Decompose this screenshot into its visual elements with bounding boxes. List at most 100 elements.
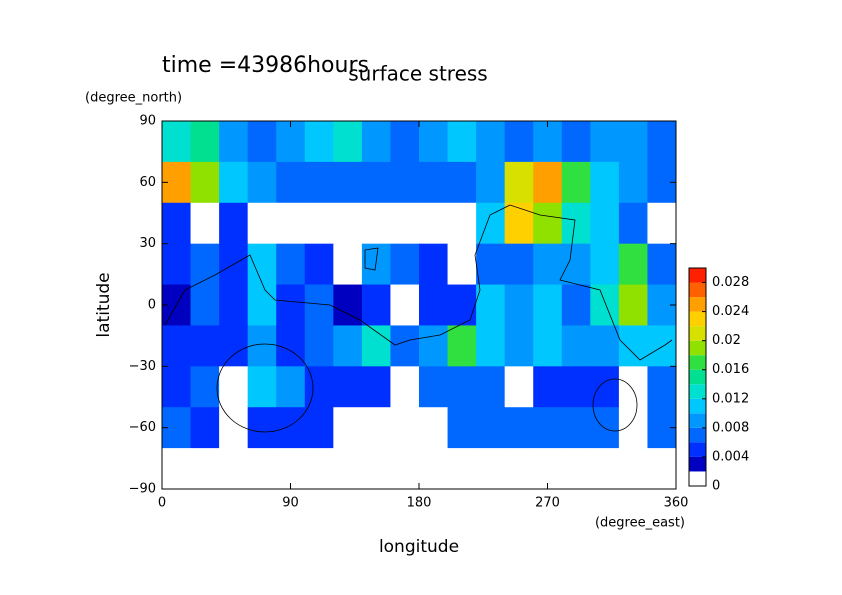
field-cell bbox=[304, 161, 334, 204]
field-cell bbox=[504, 448, 534, 490]
colorbar-segment bbox=[689, 413, 706, 428]
field-cell bbox=[276, 407, 306, 449]
y-tick-label: 30 bbox=[139, 236, 156, 251]
field-cell bbox=[618, 243, 648, 286]
field-cell bbox=[504, 407, 534, 449]
field-cell bbox=[561, 243, 591, 286]
field-cell bbox=[561, 161, 591, 204]
field-cell bbox=[447, 284, 477, 326]
field-cell bbox=[561, 407, 591, 449]
field-cell bbox=[590, 366, 620, 408]
field-cell bbox=[333, 243, 363, 286]
x-tick-label: 180 bbox=[407, 496, 432, 511]
field-cell bbox=[361, 407, 391, 449]
field-cell bbox=[361, 325, 391, 367]
coastline bbox=[364, 247, 379, 271]
field-cell bbox=[219, 325, 249, 367]
field-cell bbox=[618, 161, 648, 204]
field-cell bbox=[390, 243, 420, 286]
field-cell bbox=[333, 161, 363, 204]
field-cell bbox=[419, 121, 449, 163]
field-cell bbox=[419, 448, 449, 490]
field-cell bbox=[590, 202, 620, 245]
field-cell bbox=[219, 448, 249, 490]
field-cell bbox=[190, 202, 220, 245]
field-cell bbox=[276, 121, 306, 163]
field-cell bbox=[361, 202, 391, 245]
field-cell bbox=[219, 161, 249, 204]
field-cell bbox=[618, 325, 648, 367]
field-cell bbox=[476, 202, 506, 245]
field-cell bbox=[447, 325, 477, 367]
field-cell bbox=[504, 161, 534, 204]
field-cell bbox=[162, 325, 192, 367]
x-unit: (degree_east) bbox=[595, 516, 685, 531]
colorbar-tick-label: 0 bbox=[712, 479, 720, 494]
field-cell bbox=[618, 407, 648, 449]
field-cell bbox=[219, 284, 249, 326]
field-cell bbox=[219, 202, 249, 245]
coastline bbox=[592, 378, 638, 432]
field-cell bbox=[190, 121, 220, 163]
field-cell bbox=[561, 202, 591, 245]
field-cell bbox=[333, 448, 363, 490]
colorbar-segment bbox=[689, 398, 706, 414]
chart-title: surface stress bbox=[348, 62, 487, 86]
field-cell bbox=[590, 448, 620, 490]
field-cell bbox=[476, 407, 506, 449]
field-cell bbox=[618, 448, 648, 490]
colorbar-segment bbox=[689, 456, 706, 472]
field-cell bbox=[219, 366, 249, 408]
x-tick-label: 360 bbox=[664, 496, 689, 511]
field-cell bbox=[419, 161, 449, 204]
field-cell bbox=[447, 161, 477, 204]
field-cell bbox=[333, 325, 363, 367]
colorbar-segment bbox=[689, 442, 706, 457]
field-cell bbox=[447, 448, 477, 490]
field-cell bbox=[190, 243, 220, 286]
field-cell bbox=[304, 243, 334, 286]
colorbar-tick-label: 0.02 bbox=[712, 333, 741, 348]
field-cell bbox=[333, 202, 363, 245]
field-cell bbox=[304, 448, 334, 490]
field-cell bbox=[247, 121, 277, 163]
field-cell bbox=[561, 284, 591, 326]
field-cell bbox=[304, 202, 334, 245]
y-tick-label: 90 bbox=[139, 114, 156, 129]
y-tick-label: −60 bbox=[129, 420, 156, 435]
field-cell bbox=[533, 161, 563, 204]
field-cell bbox=[247, 407, 277, 449]
coastline bbox=[164, 204, 673, 361]
field-cell bbox=[476, 121, 506, 163]
field-cell bbox=[361, 121, 391, 163]
field-cell bbox=[504, 202, 534, 245]
field-cell bbox=[561, 366, 591, 408]
x-tick-label: 90 bbox=[282, 496, 299, 511]
colorbar-segment bbox=[689, 268, 706, 283]
coastline bbox=[216, 343, 314, 433]
field-cell bbox=[190, 448, 220, 490]
field-cell bbox=[333, 284, 363, 326]
field-cell bbox=[419, 243, 449, 286]
y-axis-label: latitude bbox=[94, 272, 114, 337]
y-tick-label: 0 bbox=[148, 298, 156, 313]
field-cell bbox=[219, 407, 249, 449]
field-cell bbox=[447, 202, 477, 245]
field-cell bbox=[618, 284, 648, 326]
field-cell bbox=[561, 121, 591, 163]
field-cell bbox=[533, 448, 563, 490]
field-cell bbox=[561, 448, 591, 490]
field-cell bbox=[533, 366, 563, 408]
field-cell bbox=[276, 161, 306, 204]
field-cell bbox=[361, 284, 391, 326]
field-cell bbox=[590, 284, 620, 326]
colorbar-segment bbox=[689, 340, 706, 356]
field-cell bbox=[162, 202, 192, 245]
field-cell bbox=[247, 161, 277, 204]
field-cell bbox=[333, 121, 363, 163]
field-cell bbox=[304, 366, 334, 408]
field-cell bbox=[504, 121, 534, 163]
x-axis-label: longitude bbox=[379, 537, 459, 557]
field-cell bbox=[390, 448, 420, 490]
